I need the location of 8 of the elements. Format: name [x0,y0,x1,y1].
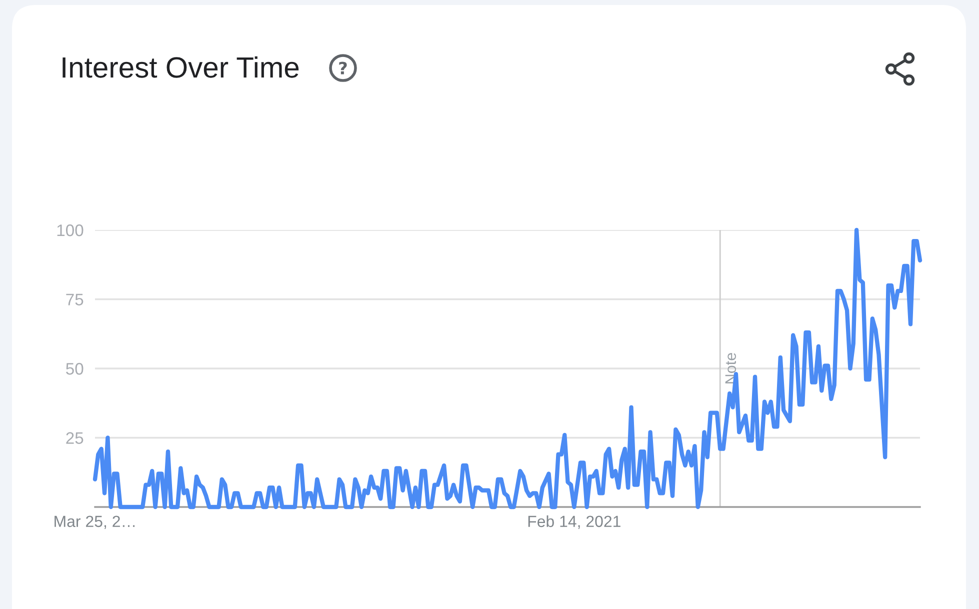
y-tick-label: 100 [57,224,84,236]
x-tick-label: Feb 14, 2021 [528,515,620,529]
x-tick-label: Mar 25, 2… [54,516,135,529]
y-tick-label: 25 [66,432,84,444]
y-tick-label: 75 [66,294,84,306]
y-tick-label: 50 [66,362,84,375]
chart-title: Interest Over Time [62,56,299,78]
line-series [92,228,922,510]
